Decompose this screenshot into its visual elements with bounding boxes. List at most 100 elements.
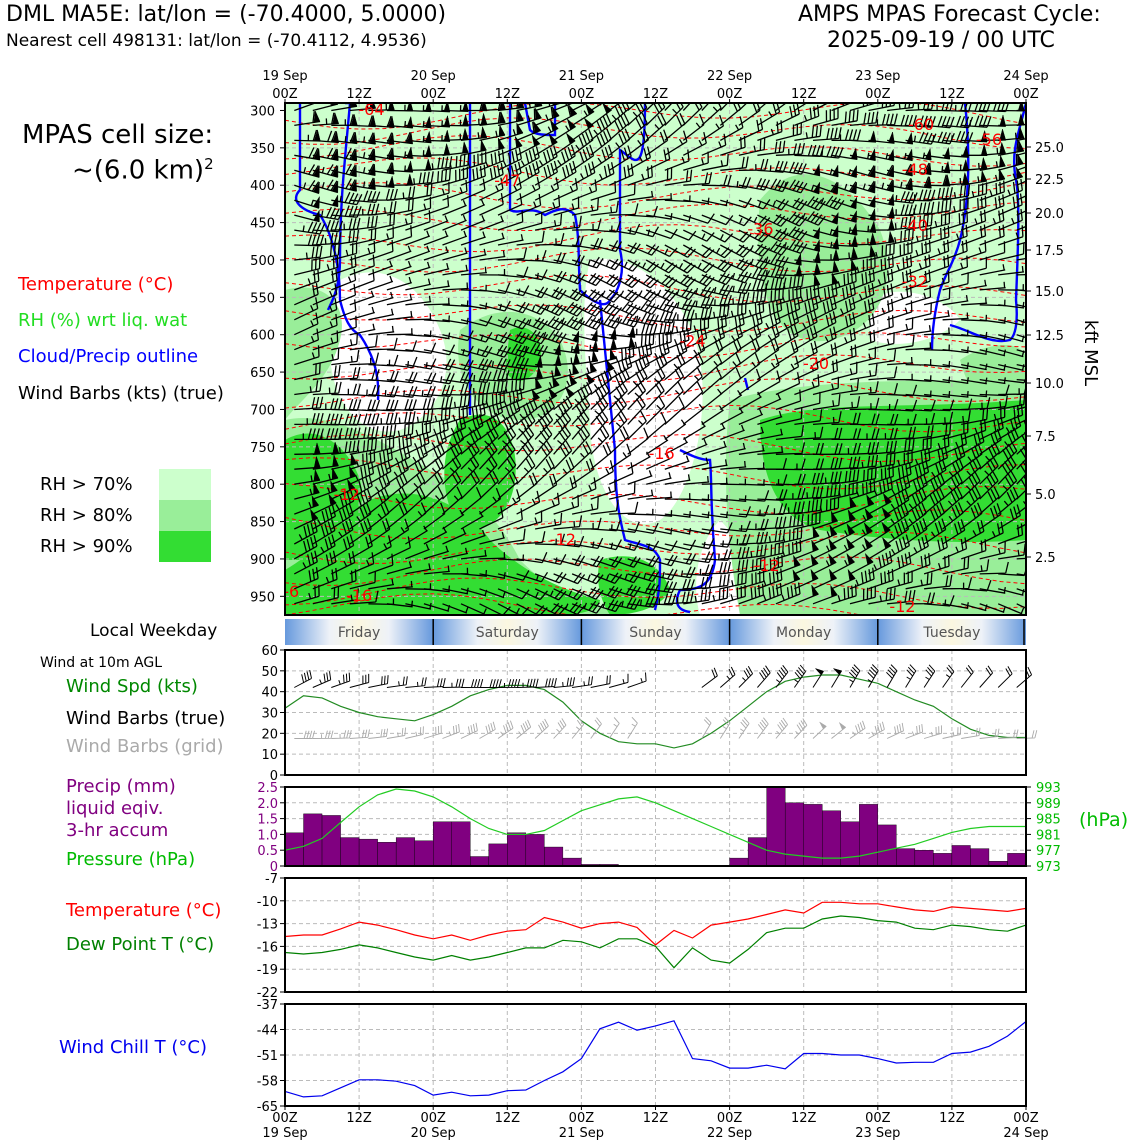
wind-barb xyxy=(571,424,591,455)
wind-barb xyxy=(849,454,879,470)
wind-barb xyxy=(442,528,467,545)
wind-barb xyxy=(961,559,990,575)
wind-barb xyxy=(887,334,915,351)
wind-barb-true xyxy=(442,678,465,688)
wind-barb-flag xyxy=(851,246,858,259)
wind-panel: 0 10 20 30 40 50 60 xyxy=(261,644,1038,784)
wind-barb xyxy=(460,382,491,396)
wind-barb xyxy=(460,370,492,384)
wind-barb xyxy=(701,366,722,395)
wind-barb xyxy=(386,433,412,455)
wind-barb xyxy=(627,146,652,171)
cloud-outline xyxy=(949,103,1026,343)
wind-barb-true xyxy=(609,673,629,688)
wind-barb xyxy=(646,167,673,186)
wind-barb-flag xyxy=(585,372,595,385)
wind-barb-grid xyxy=(331,729,352,739)
wind-barb xyxy=(979,317,1006,324)
wind-barb xyxy=(386,399,417,412)
wind-barb xyxy=(923,225,950,246)
legend-temperature: Temperature (°C) xyxy=(18,274,174,295)
wind-barb xyxy=(442,230,468,246)
wind-barb xyxy=(442,383,473,396)
wind-barb xyxy=(571,103,589,112)
wind-barb xyxy=(868,298,894,321)
wind-barb xyxy=(423,215,449,231)
wind-barb-grid xyxy=(479,721,496,739)
top-tick-hour: 12Z xyxy=(495,87,521,102)
legend-barbs-grid: Wind Barbs (grid) xyxy=(66,736,224,757)
wind-barb xyxy=(738,353,761,381)
wind-barb xyxy=(349,335,378,351)
wind-barb xyxy=(627,259,659,273)
wind-barb xyxy=(423,297,450,306)
wind-barb xyxy=(590,240,623,253)
wind-barb xyxy=(701,244,733,259)
wind-barb xyxy=(683,438,708,455)
wind-barb xyxy=(775,275,804,291)
wind-barb-flag xyxy=(566,117,577,131)
wind-barb-flag xyxy=(332,441,340,454)
wind-barb xyxy=(405,543,430,560)
wind-barb-flag xyxy=(583,117,594,129)
wind-barb xyxy=(720,302,747,321)
wind-barb xyxy=(312,347,340,366)
wind-barb xyxy=(368,239,394,261)
wind-barb-flag xyxy=(850,258,858,271)
wind-barb xyxy=(349,306,375,321)
wind-barb xyxy=(645,366,666,395)
wind-barb xyxy=(553,254,585,267)
wind-barb xyxy=(516,439,535,470)
wind-barb xyxy=(887,384,918,397)
precip-bar xyxy=(544,846,564,867)
wind-barb xyxy=(886,570,913,590)
wind-barb xyxy=(738,583,765,605)
wind-barb xyxy=(571,477,597,500)
wind-barb xyxy=(942,457,964,485)
wind-barb xyxy=(942,197,969,216)
wind-barb xyxy=(423,486,444,515)
wind-barb xyxy=(349,488,372,515)
wind-barb xyxy=(886,317,914,336)
wind-barb-flag xyxy=(480,125,488,139)
wind-barb-grid xyxy=(886,722,904,739)
wind-barb xyxy=(479,400,504,425)
wind-barb xyxy=(998,266,1025,276)
wind-barb xyxy=(664,566,696,579)
wind-barb xyxy=(1016,557,1026,560)
wind-barb xyxy=(868,568,894,590)
pressure-tick-label: 989 xyxy=(1036,797,1061,812)
wind-barb xyxy=(868,283,894,306)
wind-barb xyxy=(423,565,450,575)
wind-barb xyxy=(405,563,432,575)
wind-barb xyxy=(627,312,659,326)
wind-barb xyxy=(571,572,604,585)
wind-barb xyxy=(312,232,342,246)
wind-barb xyxy=(905,473,928,500)
wind-barb xyxy=(942,103,972,113)
weekday-label: Tuesday xyxy=(922,625,980,641)
wind-barb xyxy=(312,298,338,321)
wind-barb xyxy=(294,584,320,605)
wind-barb xyxy=(905,436,932,455)
wind-barb xyxy=(664,169,693,186)
wind-barb xyxy=(330,503,354,530)
isotherm-label: -32 xyxy=(902,272,928,291)
wind-barb-flag xyxy=(831,272,839,285)
wind-barb xyxy=(571,409,590,440)
wind-barb xyxy=(312,364,341,381)
wind-barb xyxy=(553,288,586,302)
wind-barb-flag xyxy=(313,455,321,468)
wind-barb xyxy=(627,427,649,455)
wind-barb xyxy=(553,178,578,201)
wind-barb xyxy=(664,259,696,274)
weekday-bar: Friday Saturday Sunday Monday Tuesday xyxy=(285,619,1026,645)
wind-barb xyxy=(405,385,436,398)
wind-barb xyxy=(405,420,431,441)
wind-barb xyxy=(349,290,375,306)
wind-barb-true-flag xyxy=(832,668,842,676)
wind-barb xyxy=(720,258,752,272)
y-tick-label: 10 xyxy=(261,748,278,763)
wind-barb-flag xyxy=(811,584,819,597)
wind-barb xyxy=(442,153,470,171)
